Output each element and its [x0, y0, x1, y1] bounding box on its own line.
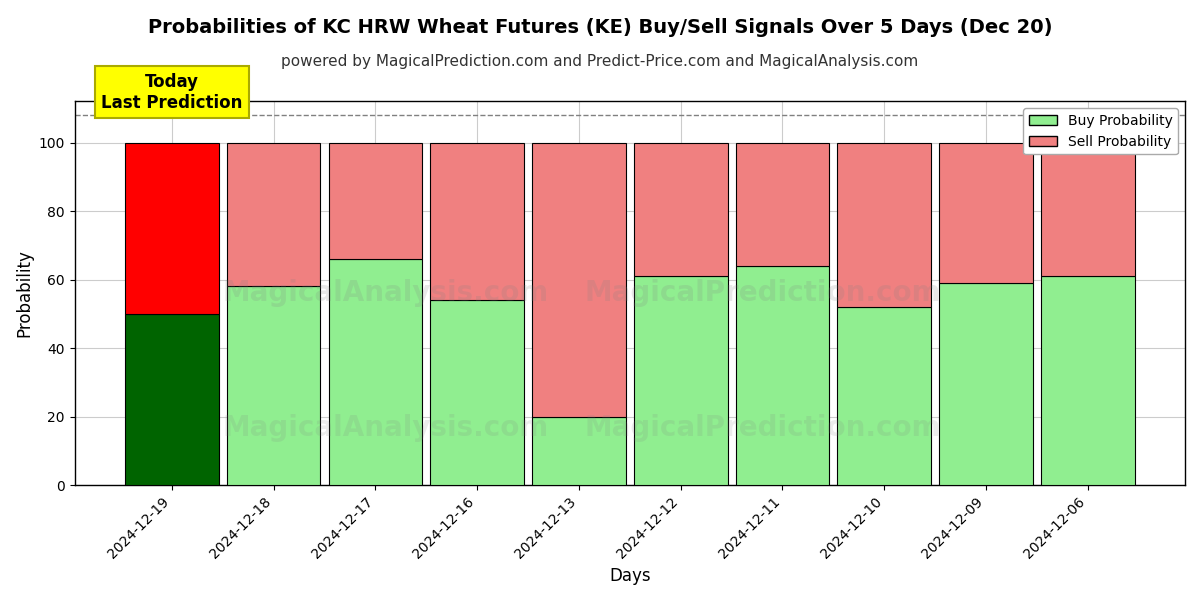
Text: MagicalPrediction.com: MagicalPrediction.com: [584, 279, 941, 307]
Bar: [838, 143, 931, 307]
Bar: [431, 143, 524, 300]
Bar: [940, 143, 1033, 283]
Bar: [736, 143, 829, 266]
Text: powered by MagicalPrediction.com and Predict-Price.com and MagicalAnalysis.com: powered by MagicalPrediction.com and Pre…: [281, 54, 919, 69]
Text: Today
Last Prediction: Today Last Prediction: [101, 73, 242, 112]
Bar: [634, 143, 727, 276]
Text: MagicalAnalysis.com: MagicalAnalysis.com: [222, 413, 548, 442]
Bar: [1040, 143, 1134, 276]
Bar: [838, 307, 931, 485]
Y-axis label: Probability: Probability: [16, 250, 34, 337]
Bar: [329, 143, 422, 259]
Bar: [227, 286, 320, 485]
Bar: [329, 259, 422, 485]
Bar: [431, 300, 524, 485]
Legend: Buy Probability, Sell Probability: Buy Probability, Sell Probability: [1024, 109, 1178, 154]
X-axis label: Days: Days: [610, 567, 650, 585]
Bar: [736, 266, 829, 485]
Text: MagicalAnalysis.com: MagicalAnalysis.com: [222, 279, 548, 307]
Bar: [125, 314, 218, 485]
Text: Probabilities of KC HRW Wheat Futures (KE) Buy/Sell Signals Over 5 Days (Dec 20): Probabilities of KC HRW Wheat Futures (K…: [148, 18, 1052, 37]
Bar: [125, 143, 218, 314]
Bar: [634, 276, 727, 485]
Bar: [227, 143, 320, 286]
Bar: [532, 143, 625, 416]
Bar: [532, 416, 625, 485]
Text: MagicalPrediction.com: MagicalPrediction.com: [584, 413, 941, 442]
Bar: [1040, 276, 1134, 485]
Bar: [940, 283, 1033, 485]
